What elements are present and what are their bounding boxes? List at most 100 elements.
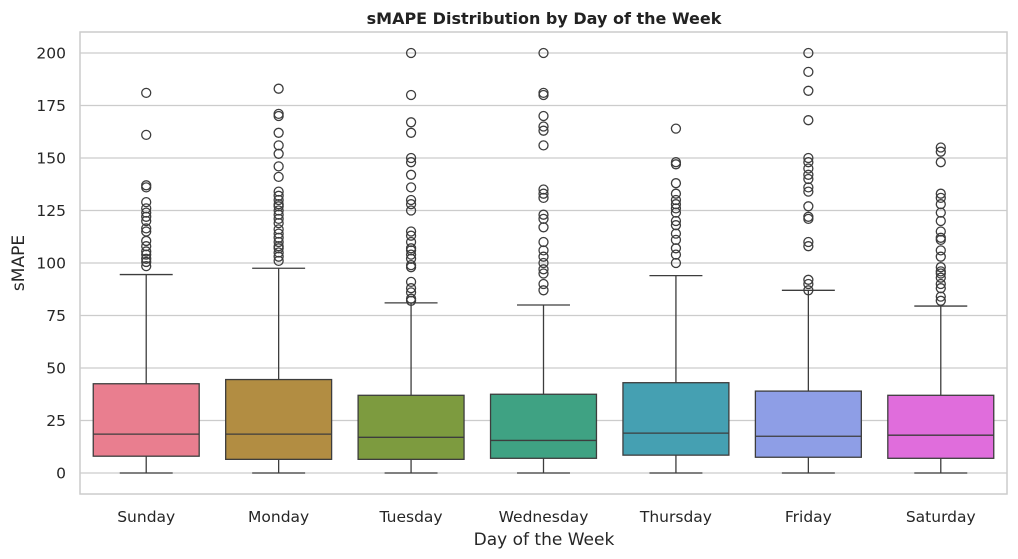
outlier-point — [405, 283, 417, 294]
iqr-box — [357, 394, 465, 460]
outlier-point — [141, 235, 152, 247]
outlier-point — [273, 228, 284, 239]
x-tick-label: Saturday — [906, 508, 976, 526]
outlier-point — [538, 89, 549, 101]
outlier-point — [273, 171, 284, 183]
x-tick-label: Sunday — [117, 508, 175, 526]
outlier-point — [670, 220, 682, 231]
outlier-point — [141, 260, 152, 272]
outlier-point — [935, 199, 946, 210]
outlier-point — [405, 199, 417, 210]
outlier-point — [803, 186, 814, 197]
box-group-tuesday — [357, 47, 465, 474]
outlier-point — [273, 205, 284, 216]
outlier-point — [273, 186, 284, 197]
x-tick-label: Wednesday — [499, 508, 589, 526]
outlier-point — [935, 266, 946, 277]
outlier-point — [538, 184, 549, 195]
outlier-point — [803, 115, 814, 126]
outlier-point — [405, 47, 417, 59]
outlier-point — [273, 108, 284, 120]
y-axis-label: sMAPE — [9, 235, 29, 291]
outlier-point — [538, 121, 549, 132]
outlier-point — [273, 161, 284, 172]
iqr-box — [622, 382, 730, 456]
outlier-point — [803, 163, 814, 174]
outlier-point — [935, 234, 946, 246]
outlier-point — [405, 182, 417, 193]
y-tick-labels: 0 25 50 75 100 125 150 175 200 — [36, 45, 66, 483]
outlier-point — [935, 278, 946, 290]
outlier-point — [803, 157, 814, 168]
outlier-point — [935, 283, 946, 294]
y-tick-label: 100 — [36, 255, 66, 273]
outlier-point — [141, 223, 152, 234]
box-group-sunday — [92, 87, 200, 474]
outlier-point — [935, 188, 946, 199]
x-tick-labels: Sunday Monday Tuesday Wednesday Thursday Frid… — [117, 508, 976, 526]
outlier-point — [803, 236, 814, 248]
outlier-point — [141, 203, 152, 214]
outlier-point — [273, 83, 284, 94]
outlier-point — [670, 234, 682, 246]
outlier-point — [405, 152, 417, 164]
outlier-point — [405, 117, 417, 128]
outlier-point — [141, 256, 152, 268]
outlier-point — [670, 188, 682, 199]
outlier-point — [670, 249, 682, 260]
outlier-point — [670, 194, 682, 206]
outlier-point — [803, 274, 814, 285]
outlier-point — [538, 110, 549, 122]
outlier-point — [141, 253, 152, 264]
outlier-point — [405, 226, 417, 237]
outlier-point — [273, 247, 284, 258]
outlier-point — [935, 157, 946, 168]
outlier-point — [141, 129, 152, 141]
outlier-point — [935, 226, 946, 237]
outlier-point — [538, 251, 549, 262]
y-tick-label: 0 — [56, 465, 66, 483]
iqr-box — [887, 394, 995, 459]
outlier-point — [538, 47, 549, 59]
outlier-point — [273, 224, 284, 235]
y-tick-label: 125 — [36, 202, 66, 220]
outlier-point — [405, 127, 417, 138]
outlier-point — [405, 293, 417, 304]
outlier-point — [405, 236, 417, 248]
outlier-point — [405, 259, 417, 271]
outlier-point — [803, 152, 814, 164]
outlier-point — [405, 230, 417, 241]
box-group-wednesday — [489, 47, 598, 474]
outlier-point — [935, 251, 946, 262]
outlier-point — [538, 87, 549, 99]
outlier-point — [935, 295, 946, 306]
x-tick-label: Monday — [248, 508, 309, 526]
outlier-point — [538, 278, 549, 290]
x-tick-label: Thursday — [639, 508, 712, 526]
outlier-point — [538, 188, 549, 199]
x-tick-label: Friday — [785, 508, 832, 526]
outlier-point — [803, 201, 814, 212]
outlier-point — [935, 215, 946, 227]
outlier-point — [141, 241, 152, 252]
outlier-point — [803, 85, 814, 96]
outlier-point — [935, 272, 946, 283]
outlier-point — [405, 89, 417, 101]
outlier-point — [803, 211, 814, 222]
y-tick-label: 75 — [46, 307, 66, 325]
boxplots — [92, 47, 995, 474]
y-tick-label: 50 — [46, 360, 66, 378]
outlier-point — [935, 142, 946, 153]
outlier-point — [803, 241, 814, 252]
y-tick-label: 150 — [36, 150, 66, 168]
outlier-point — [273, 110, 284, 122]
outlier-point — [803, 278, 814, 290]
outlier-point — [405, 276, 417, 288]
outlier-point — [405, 194, 417, 206]
outlier-point — [538, 209, 549, 220]
outlier-point — [935, 192, 946, 204]
outlier-point — [935, 245, 946, 256]
y-tick-label: 25 — [46, 412, 66, 430]
outlier-point — [273, 140, 284, 151]
